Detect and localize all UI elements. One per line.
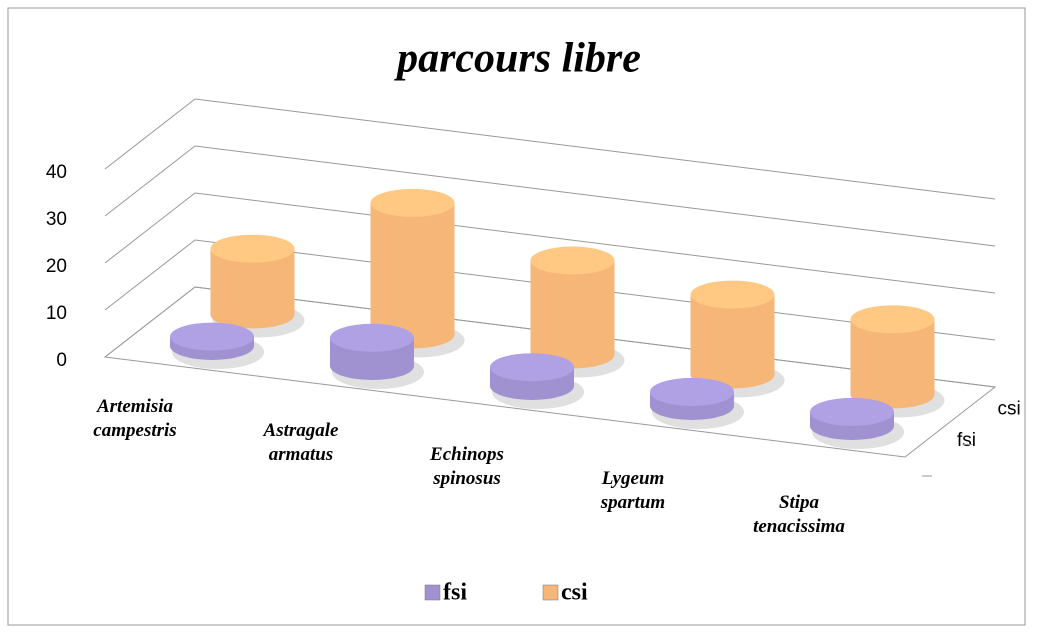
cylinder-top — [210, 234, 295, 263]
legend-label: fsi — [443, 580, 467, 606]
y-tick-label: 30 — [46, 209, 67, 230]
y-tick-label: 40 — [46, 162, 67, 183]
cylinder-top — [810, 397, 894, 426]
x-tick-label: Lygeum spartum — [600, 468, 666, 513]
x-tick-label: Artemisia campestris — [93, 396, 177, 441]
chart-title: parcours libre — [394, 36, 641, 82]
x-tick-label: Stipa tenacissima — [753, 492, 845, 537]
cylinder-top — [690, 280, 775, 309]
cylinder — [370, 202, 455, 349]
legend-swatch — [424, 584, 441, 601]
grid-line — [104, 192, 996, 294]
depth-label: fsi — [957, 430, 976, 451]
x-tick-label: Astragale armatus — [263, 420, 339, 465]
cylinder — [850, 319, 935, 409]
y-tick-label: 0 — [56, 350, 67, 371]
y-tick-label: 20 — [46, 256, 67, 277]
y-tick-label: 10 — [46, 303, 67, 324]
cylinder-top — [850, 305, 935, 334]
grid-line — [104, 98, 996, 200]
cylinder — [210, 248, 295, 329]
cylinder-top — [330, 323, 414, 352]
legend-label: csi — [561, 580, 588, 606]
cylinder — [690, 294, 775, 389]
cylinder-top — [170, 322, 254, 351]
x-tick-label: Echinops spinosus — [430, 444, 504, 489]
cylinder-top — [650, 377, 734, 406]
depth-label: csi — [998, 399, 1021, 420]
legend-swatch — [542, 584, 559, 601]
cylinder-top — [490, 353, 574, 382]
grid-line — [104, 145, 996, 247]
cylinder-top — [370, 188, 455, 217]
cylinder — [530, 260, 615, 369]
cylinder-top — [530, 246, 615, 275]
